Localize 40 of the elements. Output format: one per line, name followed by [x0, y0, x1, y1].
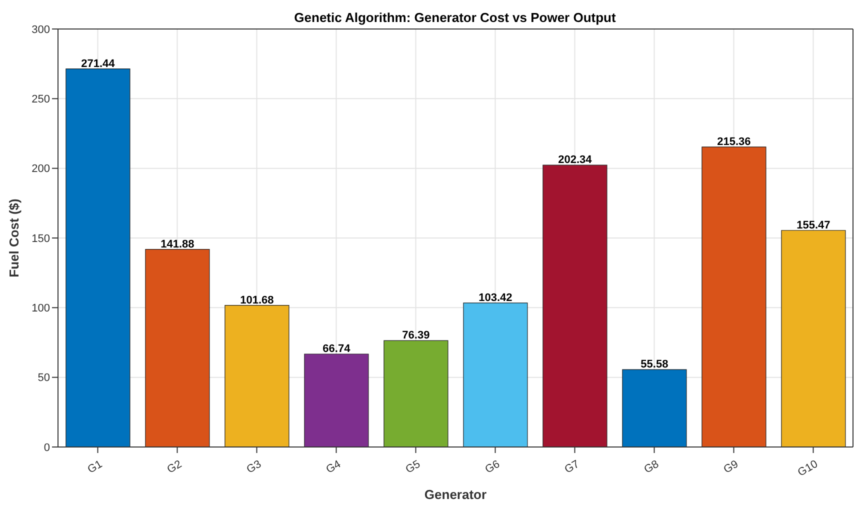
y-tick-label: 150 [32, 232, 50, 245]
bar [384, 340, 448, 447]
bar [463, 302, 528, 447]
data-label: 155.47 [796, 219, 830, 232]
data-label: 141.88 [160, 238, 194, 250]
bar [224, 305, 290, 447]
data-label: 271.44 [81, 58, 116, 70]
y-tick-label: 100 [32, 302, 50, 315]
bar [622, 369, 687, 447]
data-label: 101.68 [240, 294, 274, 306]
x-tick-label: G4 [324, 458, 343, 476]
chart-title: Genetic Algorithm: Generator Cost vs Power Output [293, 10, 617, 25]
x-tick-label: G6 [483, 458, 502, 476]
bar [781, 230, 846, 447]
bar [145, 249, 210, 447]
data-label: 66.74 [322, 343, 352, 356]
data-label: 76.39 [402, 330, 430, 342]
x-tick-label: G9 [722, 458, 740, 476]
data-label: 215.36 [717, 136, 751, 148]
bar [542, 164, 608, 447]
data-label: 103.42 [478, 292, 512, 304]
x-tick-label: G2 [165, 458, 184, 476]
x-tick-label: G10 [796, 458, 820, 479]
y-tick-label: 250 [32, 94, 50, 106]
x-tick-label: G7 [562, 458, 582, 476]
data-label: 55.58 [640, 358, 668, 371]
x-tick-label: G8 [642, 458, 661, 476]
x-tick-label: G3 [244, 458, 264, 476]
y-tick-label: 0 [44, 442, 50, 454]
y-axis-title: Fuel Cost ($) [6, 198, 22, 278]
bar [66, 68, 130, 447]
x-tick-label: G5 [404, 458, 422, 476]
y-tick-label: 50 [38, 372, 50, 384]
x-axis-title: Generator [424, 487, 487, 502]
y-tick-label: 300 [32, 24, 50, 36]
x-tick-label: G1 [86, 458, 104, 476]
data-label: 202.34 [558, 154, 593, 166]
bar [304, 354, 369, 447]
bar [702, 146, 766, 447]
y-tick-label: 200 [32, 163, 50, 176]
